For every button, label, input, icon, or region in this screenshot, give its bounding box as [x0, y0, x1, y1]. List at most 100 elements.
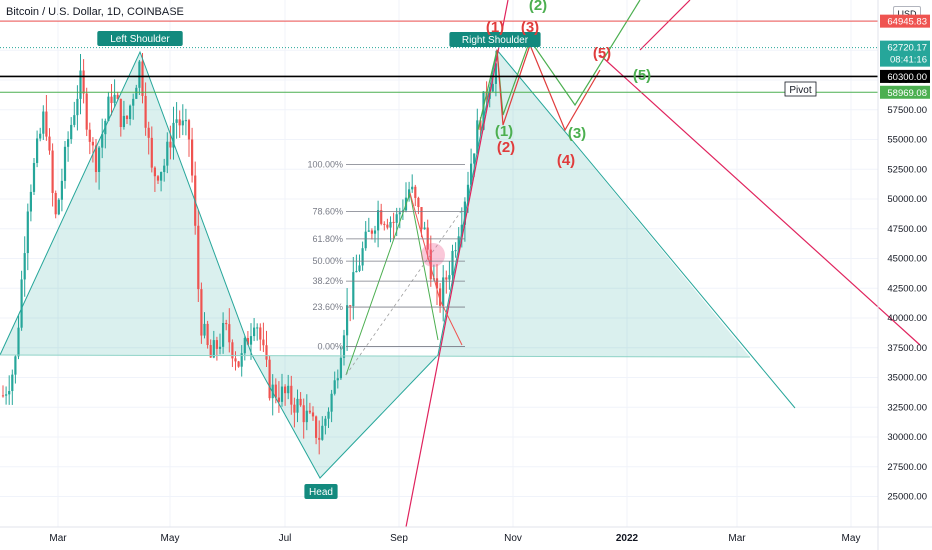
candle-body [318, 437, 321, 440]
candle-body [249, 336, 253, 345]
candle-body [206, 323, 209, 346]
candle-body [76, 98, 79, 116]
candle-body [448, 275, 451, 280]
candle-body [11, 374, 14, 392]
candle-body [237, 361, 240, 367]
candle-body [358, 265, 361, 271]
head-label: Head [309, 487, 333, 498]
y-tick-label: 37500.00 [887, 343, 927, 354]
price-tag: 58969.08 [887, 88, 927, 99]
candle-body [138, 61, 141, 88]
wave-green-label: (1) [495, 123, 513, 140]
candle-body [398, 212, 401, 215]
candle-body [277, 397, 280, 402]
candle-body [231, 342, 234, 359]
candle-body [315, 416, 318, 438]
candle-body [259, 327, 262, 340]
price-tag: 64945.83 [887, 17, 927, 28]
candle-body [113, 94, 116, 104]
magenta-trendline [405, 0, 509, 528]
candle-body [119, 98, 122, 128]
candle-body [364, 231, 367, 249]
candle-body [79, 70, 82, 99]
candle-body [187, 120, 191, 140]
candle-body [178, 119, 181, 126]
candle-body [299, 398, 302, 406]
wave-red-label: (1) [486, 19, 504, 36]
candle-body [389, 221, 392, 228]
candle-body [135, 87, 138, 99]
pattern-fill [0, 50, 750, 478]
highlight-circle [421, 243, 445, 267]
candle-body [395, 214, 398, 223]
candle-body [141, 61, 144, 96]
y-tick-label: 27500.00 [887, 462, 927, 473]
candle-body [144, 95, 147, 128]
candle-body [429, 249, 432, 280]
price-tag-bg [880, 40, 930, 67]
candle-body [473, 153, 476, 164]
price-tag: 60300.00 [887, 72, 927, 83]
candle-body [482, 91, 485, 130]
candle-body [302, 405, 305, 423]
price-tag: 62720.17 [887, 43, 927, 54]
wave-green-label: (2) [529, 0, 547, 14]
candle-body [8, 391, 11, 395]
candle-body [225, 322, 228, 325]
candle-body [408, 189, 411, 198]
candle-body [156, 176, 160, 181]
candle-body [293, 404, 296, 413]
candle-body [479, 120, 482, 130]
candle-body [172, 122, 175, 148]
candle-body [361, 248, 364, 266]
harmonic-red [409, 192, 463, 346]
y-tick-label: 32500.00 [887, 402, 927, 413]
fib-label: 78.60% [312, 207, 343, 217]
price-tag-bg [880, 69, 930, 83]
x-tick-label: May [161, 533, 180, 544]
candle-body [150, 137, 153, 168]
candle-body [48, 136, 51, 151]
candle-body [63, 146, 67, 181]
candle-body [39, 133, 42, 139]
candle-body [218, 346, 222, 349]
y-tick-label: 40000.00 [887, 313, 927, 324]
candle-body [308, 410, 311, 413]
candle-body [88, 129, 91, 142]
candle-body [23, 253, 26, 280]
candle-body [349, 305, 352, 307]
candle-body [327, 411, 330, 419]
x-tick-label: Mar [49, 533, 67, 544]
candle-body [463, 201, 466, 225]
fib-label: 100.00% [307, 159, 343, 169]
wave-red-label: (4) [557, 152, 575, 169]
candle-body [311, 412, 315, 417]
candle-body [246, 337, 249, 345]
candle-body [491, 83, 494, 92]
candle-body [445, 277, 448, 280]
candle-body [383, 223, 386, 225]
fib-label: 0.00% [317, 342, 343, 352]
wave-red-label: (3) [521, 19, 539, 36]
candle-body [17, 327, 20, 357]
candle-body [435, 278, 439, 289]
candle-body [98, 147, 101, 173]
candle-body [175, 119, 178, 123]
candle-body [32, 163, 36, 192]
candle-body [411, 186, 414, 190]
horizontal-levels [0, 20, 878, 93]
fib-label: 50.00% [312, 256, 343, 266]
candle-body [163, 165, 166, 173]
y-tick-label: 55000.00 [887, 135, 927, 146]
candle-body [355, 270, 358, 273]
fib-label: 23.60% [312, 302, 343, 312]
candle-body [51, 150, 54, 193]
candle-body [367, 230, 370, 232]
wave-green-label: (5) [633, 67, 651, 84]
x-tick-label: Mar [728, 533, 746, 544]
candle-body [352, 272, 355, 307]
candle-body [290, 385, 293, 405]
candle-body [209, 345, 212, 358]
candle-body [414, 186, 417, 198]
